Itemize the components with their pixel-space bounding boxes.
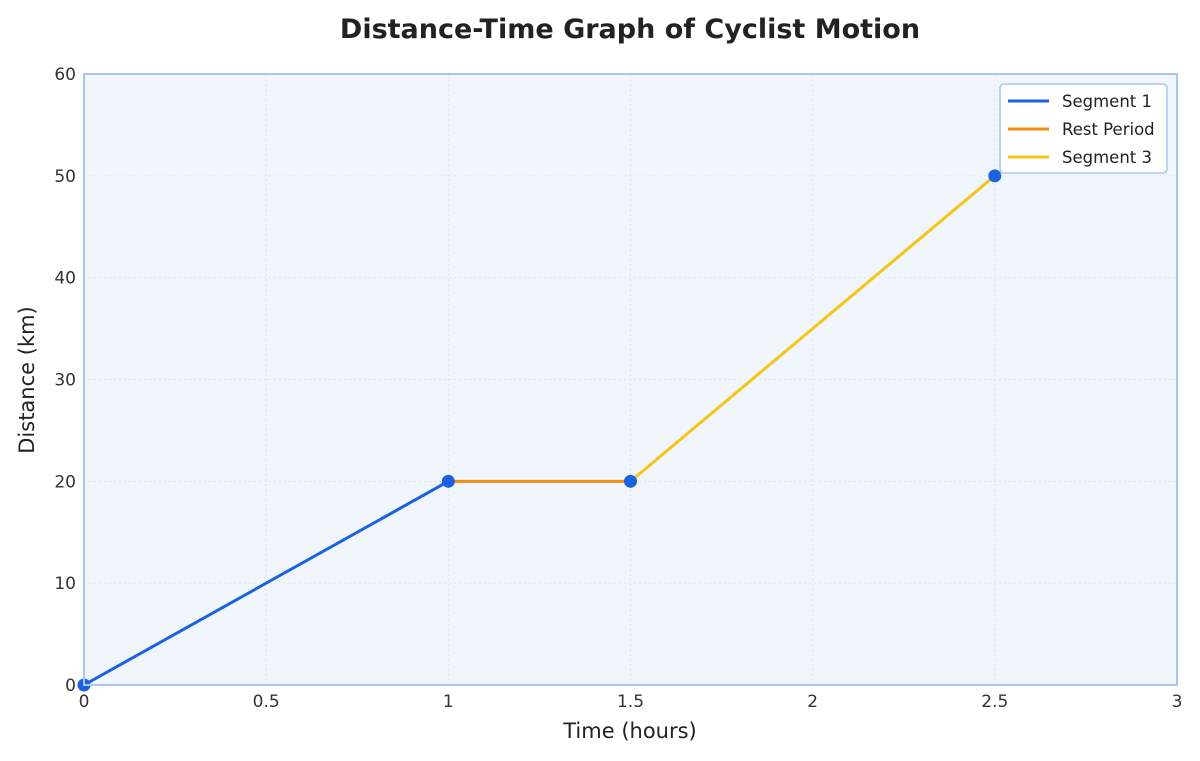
plot-border <box>83 73 1178 686</box>
legend-label: Segment 3 <box>1062 148 1152 167</box>
x-tick-label: 3 <box>1172 692 1183 712</box>
data-point-marker <box>624 474 637 488</box>
x-tick-label: 0 <box>79 692 90 712</box>
legend-label: Segment 1 <box>1062 92 1152 111</box>
y-axis-label: Distance (km) <box>15 306 39 454</box>
x-axis-ticks: 0 0.5 1 1.5 2 2.5 3 <box>79 692 1183 712</box>
y-axis-ticks: 0 10 20 30 40 50 60 <box>54 65 76 696</box>
x-tick-label: 1 <box>443 692 454 712</box>
y-tick-label: 30 <box>54 371 76 391</box>
y-tick-label: 60 <box>54 65 76 85</box>
series-line <box>82 479 450 687</box>
x-tick-label: 2 <box>807 692 818 712</box>
data-point-marker <box>988 169 1002 183</box>
x-axis-label: Time (hours) <box>562 719 697 743</box>
chart-title: Distance-Time Graph of Cyclist Motion <box>340 14 920 45</box>
legend-label: Rest Period <box>1062 120 1155 139</box>
legend-box <box>999 83 1168 174</box>
y-tick-label: 10 <box>54 574 76 594</box>
y-tick-label: 20 <box>54 472 76 492</box>
data-point-marker <box>441 474 455 488</box>
x-tick-label: 2.5 <box>981 692 1008 712</box>
series-lines <box>82 174 997 687</box>
legend: Segment 1 Rest Period Segment 3 <box>999 83 1168 174</box>
series-line <box>629 174 997 483</box>
x-tick-label: 0.5 <box>253 692 280 712</box>
y-tick-label: 40 <box>54 269 76 289</box>
y-tick-label: 0 <box>65 676 76 696</box>
y-tick-label: 50 <box>54 167 76 187</box>
x-tick-label: 1.5 <box>617 692 644 712</box>
